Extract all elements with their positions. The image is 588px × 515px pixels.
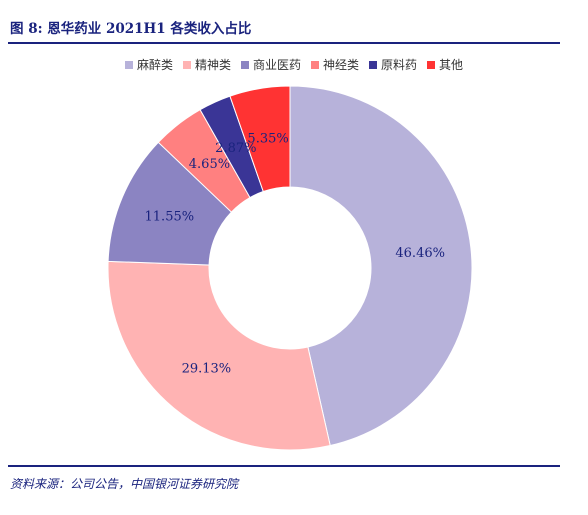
- legend-swatch: [311, 60, 319, 69]
- slice-label: 4.65%: [189, 157, 230, 172]
- source-note: 资料来源：公司公告，中国银河证券研究院: [10, 477, 239, 491]
- legend-label: 商业医药: [252, 58, 301, 72]
- legend-item: 麻醉类: [124, 56, 173, 73]
- legend-swatch: [182, 60, 191, 69]
- chart-legend: 麻醉类 精神类 商业医药 神经类 原料药 其他: [0, 56, 588, 73]
- slice-label: 2.87%: [215, 141, 256, 156]
- legend-item: 商业医药: [240, 56, 301, 73]
- donut-slice: [107, 260, 331, 451]
- legend-swatch: [124, 60, 133, 69]
- slice-label: 46.46%: [395, 246, 445, 261]
- legend-item: 神经类: [311, 56, 359, 73]
- title-rule: [8, 42, 560, 44]
- slice-label: 11.55%: [145, 210, 195, 225]
- legend-label: 原料药: [381, 58, 418, 72]
- legend-swatch: [369, 60, 378, 69]
- legend-item: 其他: [427, 56, 463, 73]
- source-rule: [8, 465, 560, 467]
- legend-item: 精神类: [182, 56, 231, 73]
- slice-label: 29.13%: [182, 361, 232, 376]
- slice-label: 5.35%: [247, 131, 288, 146]
- legend-label: 精神类: [194, 58, 231, 72]
- legend-swatch: [240, 60, 249, 69]
- legend-label: 麻醉类: [136, 58, 173, 72]
- legend-item: 原料药: [369, 56, 417, 73]
- legend-label: 神经类: [323, 58, 360, 72]
- donut-slice: [229, 85, 291, 193]
- donut-slice: [289, 85, 473, 447]
- figure-title: 图 8: 恩华药业 2021H1 各类收入占比: [10, 21, 252, 37]
- legend-label: 其他: [439, 58, 464, 72]
- legend-swatch: [427, 60, 436, 69]
